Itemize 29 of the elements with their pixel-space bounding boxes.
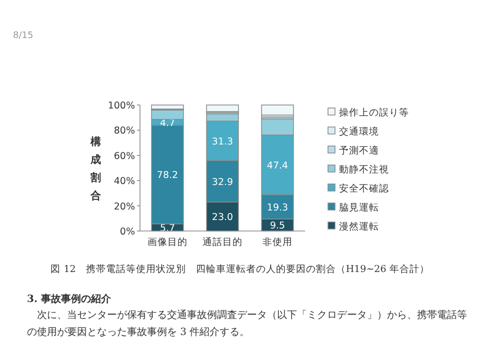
legend-label: 交通環境 [339,126,379,138]
text: 8/15 [13,31,34,41]
y-tick-label: 100% [108,100,135,112]
legend-label: 操作上の誤り等 [339,106,409,118]
legend-label: 安全不確認 [339,182,389,194]
legend-label: 脇見運転 [339,202,379,214]
data-label: 23.0 [212,212,234,224]
x-tick-label: 画像目的 [148,236,188,248]
x-tick-label: 非使用 [262,236,292,248]
y-axis-title: 構成割合 [90,135,102,202]
x-tick-label: 通話目的 [202,236,242,248]
y-tick-label: 20% [114,201,135,212]
legend-label: 動静不注視 [339,164,389,176]
data-label: 5.7 [160,222,176,234]
data-label: 31.3 [212,136,234,148]
data-label: 47.4 [266,160,288,172]
y-tick-label: 0% [120,226,135,238]
legend-label: 漫然運転 [339,220,379,232]
y-tick-label: 40% [114,176,135,188]
legend-label: 予測不適 [339,144,379,156]
text: 図 12 携帯電話等使用状況別 四輪車運転者の人的要因の割合（H19~26 年合計） [50,263,430,276]
data-label: 78.2 [156,170,178,182]
data-label: 9.5 [270,220,286,232]
text: 3. 事故事例の紹介 [27,292,111,306]
data-label: 19.3 [266,202,288,214]
y-tick-label: 60% [114,150,135,162]
text: 次に、当センターが保有する交通事故例調査データ（以下「ミクロデータ」）から、携帯電話等の使用が要因となった事故事例を 3 件紹介する。 [27,308,467,340]
data-label: 32.9 [212,176,234,188]
y-tick-label: 80% [114,126,135,137]
